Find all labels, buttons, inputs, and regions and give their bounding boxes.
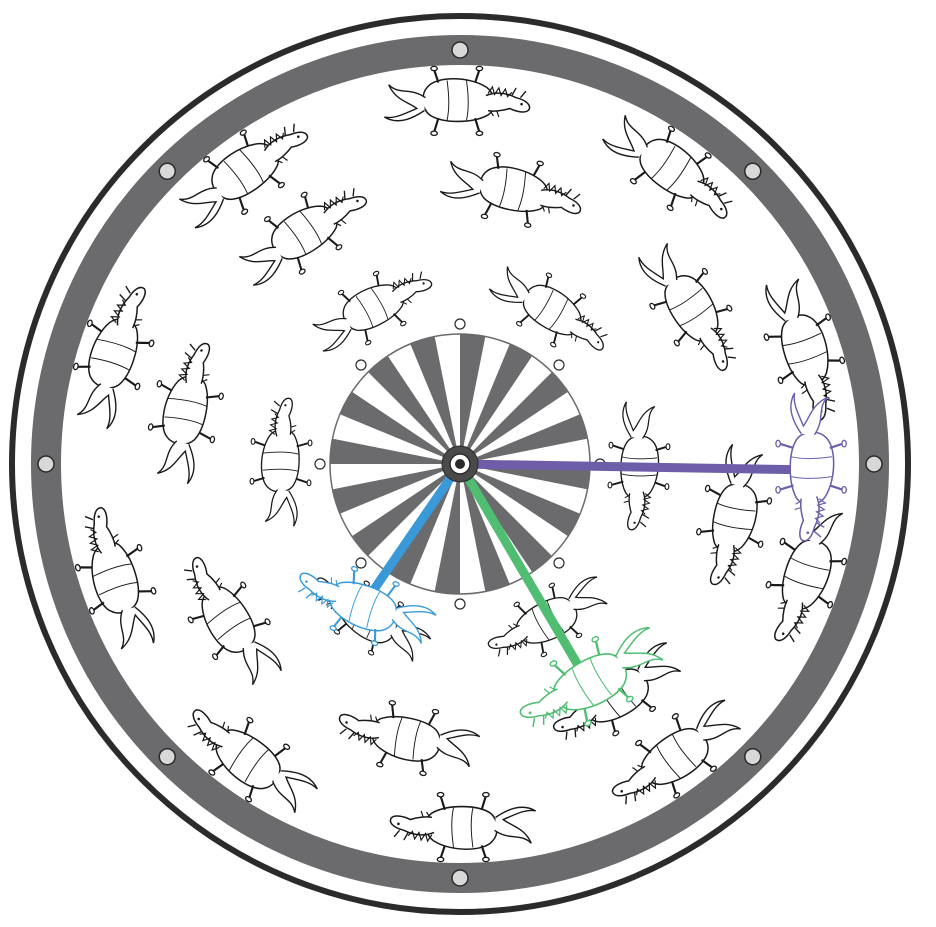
rim-bolt (451, 41, 469, 59)
center-spoke-segment (460, 464, 581, 537)
center-spoke-segment (460, 334, 486, 464)
inner-bolt (553, 359, 565, 371)
center-spoke-segment (330, 438, 460, 464)
center-spoke-segment (339, 391, 460, 464)
inner-bolt (454, 318, 466, 330)
center-spoke-segment (434, 464, 460, 594)
center-spoke-segment (410, 336, 460, 464)
inner-bolt (553, 557, 565, 569)
long-hand (459, 459, 817, 475)
medium-hand (456, 461, 586, 675)
rim-bolt (743, 747, 762, 766)
center-spoke-segment (460, 464, 590, 490)
center-spoke-segment (351, 464, 460, 556)
rim-bolt (158, 162, 177, 181)
rim-bolt (158, 747, 177, 766)
center-spoke-segment (460, 343, 533, 464)
inner-bolts (314, 318, 606, 610)
rim-bolt (37, 455, 55, 473)
inner-bolt (454, 598, 466, 610)
center-spoke-segment (332, 464, 460, 514)
rim-bolt (451, 869, 469, 887)
inner-bolt (355, 359, 367, 371)
hub-cap-center (455, 459, 465, 469)
center-spoke-segment (460, 464, 552, 573)
inner-bolt (355, 557, 367, 569)
rim-bolt (865, 455, 883, 473)
inner-bolt (314, 458, 326, 470)
center-spoke-segment (460, 414, 588, 464)
center-spoke-segment (460, 372, 569, 464)
center-spoke-segment (368, 355, 460, 464)
rim-bolts (37, 41, 883, 887)
short-hand (360, 461, 464, 607)
center-spoke-segment (460, 464, 510, 592)
clock-hands (285, 391, 848, 754)
rim-bolt (743, 162, 762, 181)
